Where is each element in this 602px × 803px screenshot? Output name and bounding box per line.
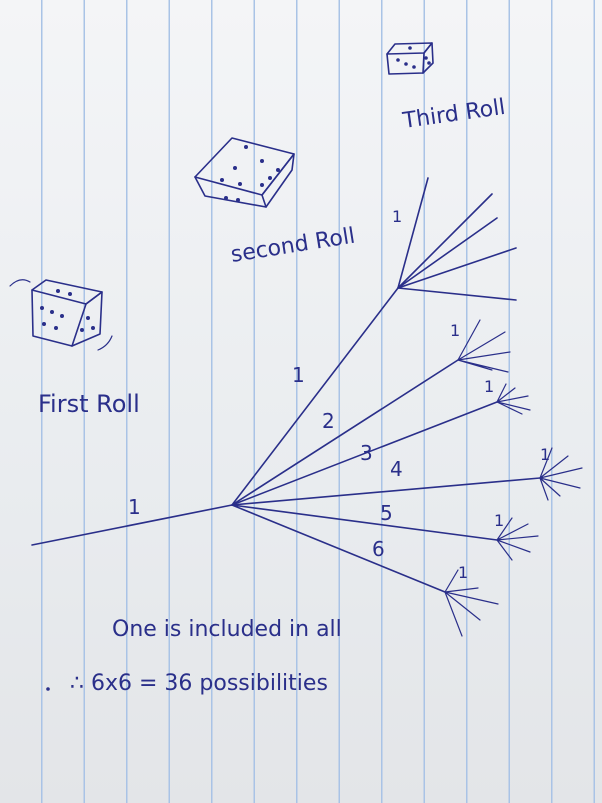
branch-number-3: 3 [360,441,373,465]
third-marker-4: 1 [540,445,550,464]
third-marker-3: 1 [484,377,494,396]
second-roll-label: second Roll [229,224,357,268]
die-icon-third [386,42,434,75]
branch-number-4: 4 [390,457,403,481]
first-branch-number: 1 [128,495,141,519]
stray-dot [46,687,50,691]
first-roll-label: First Roll [38,390,140,418]
branch-number-5: 5 [380,501,393,525]
branch-number-1: 1 [292,363,305,387]
third-marker-2: 1 [450,321,460,340]
note-line-2: ∴ 6x6 = 36 possibilities [70,671,328,696]
branch-number-2: 2 [322,409,335,433]
note-line-1: One is included in all [112,617,342,642]
third-marker-6: 1 [458,563,468,582]
tree-branches [31,177,583,637]
die-icon-second [194,137,295,208]
third-marker-5: 1 [494,511,504,530]
third-roll-label: Third Roll [400,95,507,134]
third-marker-1: 1 [392,207,402,226]
die-icon-first [9,279,113,351]
branch-number-6: 6 [372,537,385,561]
